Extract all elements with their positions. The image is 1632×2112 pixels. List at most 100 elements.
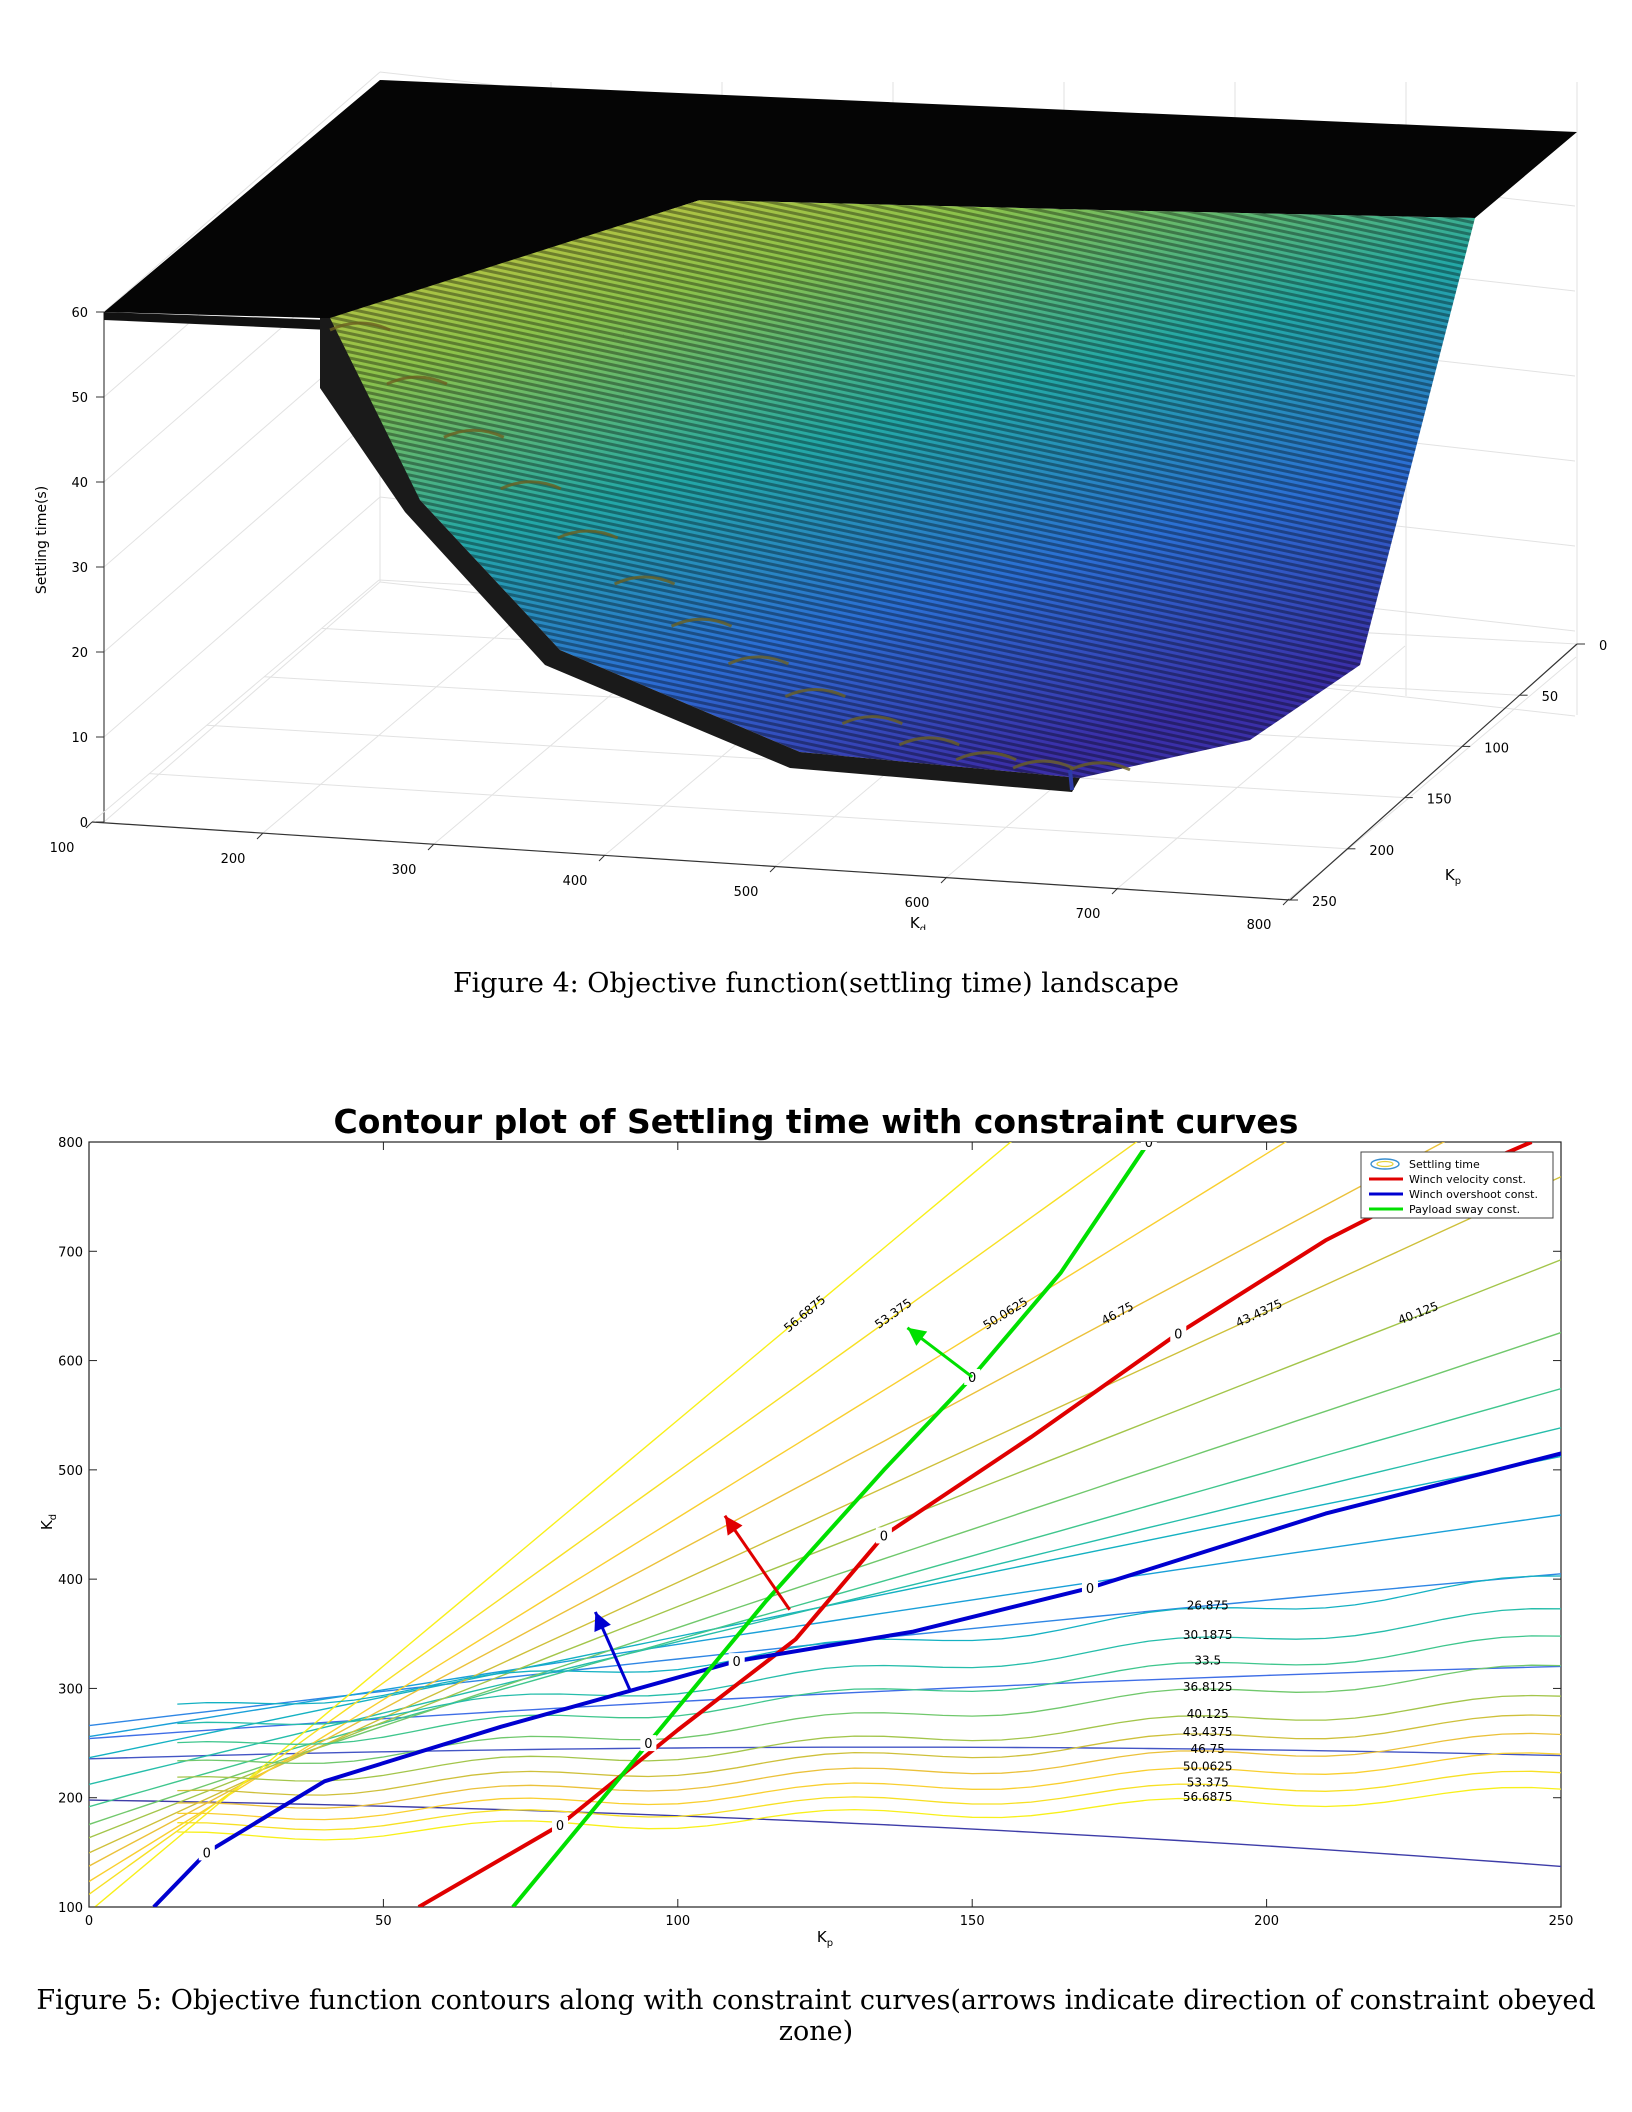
x-tick-label: 500 — [734, 885, 759, 900]
arrow-head — [907, 1327, 928, 1346]
x-axis-label: Kp — [817, 1928, 833, 1949]
contour-line — [177, 1694, 1561, 1782]
surface-step — [613, 575, 676, 586]
x-tick-label: 200 — [221, 852, 246, 867]
contour-line — [89, 1665, 1561, 1740]
surface-step — [727, 655, 790, 666]
x-tick-label: 150 — [960, 1914, 985, 1929]
contour-label: 30.1875 — [1183, 1628, 1233, 1642]
zero-label: 0 — [203, 1846, 211, 1861]
plateau-top — [104, 80, 1577, 320]
surface-step — [670, 617, 733, 628]
zero-label-bg — [1170, 1325, 1187, 1342]
y-tick-label: 50 — [1542, 690, 1559, 705]
x-tick — [1111, 887, 1119, 895]
contour-label: 53.375 — [1187, 1775, 1229, 1789]
x-tick — [769, 865, 777, 873]
zero-label-bg — [1081, 1579, 1098, 1596]
zero-label: 0 — [556, 1819, 564, 1834]
contour-line — [177, 1608, 1561, 1726]
x-tick-label: 250 — [1549, 1914, 1574, 1929]
y-tick-label: 200 — [58, 1792, 83, 1807]
zero-label: 0 — [1145, 1136, 1153, 1151]
zero-label-bg — [728, 1653, 745, 1670]
surface-mesh — [104, 80, 1577, 792]
contour-line — [89, 1142, 1138, 1895]
z-tick-label: 60 — [71, 306, 88, 321]
surface-step — [784, 688, 847, 698]
contour-line — [89, 1746, 1561, 1760]
contour-line — [177, 1752, 1561, 1821]
surface-step — [443, 428, 505, 439]
y-tick-label: 400 — [58, 1573, 83, 1588]
legend-label: Settling time — [1409, 1158, 1480, 1171]
valley-mesh — [330, 200, 1475, 778]
arrow-head — [594, 1611, 611, 1633]
x-tick-label: 600 — [905, 896, 930, 911]
contour-label: 50.0625 — [1183, 1759, 1233, 1773]
surface-step — [898, 736, 960, 747]
legend-label: Winch overshoot const. — [1409, 1188, 1538, 1201]
surface-step — [1069, 761, 1131, 772]
y-tick-label: 700 — [58, 1245, 83, 1260]
figure4-caption: Figure 4: Objective function(settling ti… — [452, 968, 1180, 999]
x-tick-label: 800 — [1247, 918, 1272, 930]
surface-step — [1012, 759, 1074, 770]
y-tick-label: 150 — [1427, 793, 1452, 808]
contour-line — [177, 1714, 1561, 1796]
arrow-head — [724, 1515, 743, 1536]
contour-line — [177, 1770, 1561, 1831]
legend-label: Payload sway const. — [1409, 1203, 1520, 1216]
contour-line — [89, 1259, 1561, 1839]
x-tick — [598, 854, 606, 862]
zero-label-bg — [552, 1817, 569, 1834]
z-tick-label: 0 — [80, 816, 88, 831]
contour-line — [89, 1388, 1561, 1808]
legend: Settling time Winch velocity const. Winch … — [1360, 1151, 1554, 1219]
contour-line — [177, 1664, 1561, 1765]
constraint-arrows — [593, 1326, 974, 1693]
contour-line — [89, 1142, 1287, 1883]
y-tick-label: 0 — [1599, 639, 1607, 654]
contour-label: 40.125 — [1187, 1707, 1229, 1721]
y-tick-label: 300 — [58, 1682, 83, 1697]
y-axis-label: Kp — [1445, 866, 1461, 887]
zero-label: 0 — [644, 1737, 652, 1752]
contour-line — [89, 1142, 1446, 1867]
legend-label: Winch velocity const. — [1409, 1173, 1526, 1186]
contour-label: 33.5 — [1194, 1653, 1221, 1667]
y-tick-label: 200 — [1369, 844, 1394, 859]
zero-label: 0 — [1086, 1582, 1094, 1597]
minimum-point — [1068, 769, 1074, 791]
zero-label: 0 — [880, 1529, 888, 1544]
legend-swatch — [1376, 1160, 1394, 1168]
surface-step — [955, 751, 1017, 762]
x-tick-label: 100 — [50, 841, 75, 856]
y-tick-label: 600 — [58, 1355, 83, 1370]
contour-label: 43.4375 — [1183, 1725, 1233, 1739]
x-tick — [256, 832, 264, 840]
surface-step — [557, 529, 619, 540]
y-tick-label: 800 — [58, 1136, 83, 1151]
y-tick-label: 500 — [58, 1464, 83, 1479]
zero-label: 0 — [1174, 1327, 1182, 1342]
x-axis-label: Kd — [910, 914, 926, 930]
zero-label-bg — [198, 1844, 215, 1861]
x-tick-label: 700 — [1076, 907, 1101, 922]
x-tick-label: 50 — [375, 1914, 392, 1929]
contour-line — [89, 1176, 1561, 1854]
z-tick-label: 10 — [71, 731, 88, 746]
contour-plot: 40.12543.437546.7550.062553.37556.687556… — [38, 1136, 1574, 1949]
contour-line — [177, 1786, 1561, 1841]
zero-label-bg — [875, 1527, 892, 1544]
contour-line — [177, 1732, 1561, 1809]
x-tick-label: 100 — [665, 1914, 690, 1929]
contour-line — [89, 1799, 1561, 1868]
y-tick-label: 100 — [1484, 741, 1509, 756]
arrow-shaft — [723, 1514, 791, 1611]
contour-label: 46.75 — [1191, 1742, 1225, 1756]
surface-step — [841, 715, 903, 726]
surface-ticks: 0 10 20 30 40 50 60 100 200 300 400 500 600 700 800 0 50… — [50, 306, 1608, 930]
surface-step — [329, 321, 391, 332]
legend-swatch — [1370, 1158, 1400, 1170]
